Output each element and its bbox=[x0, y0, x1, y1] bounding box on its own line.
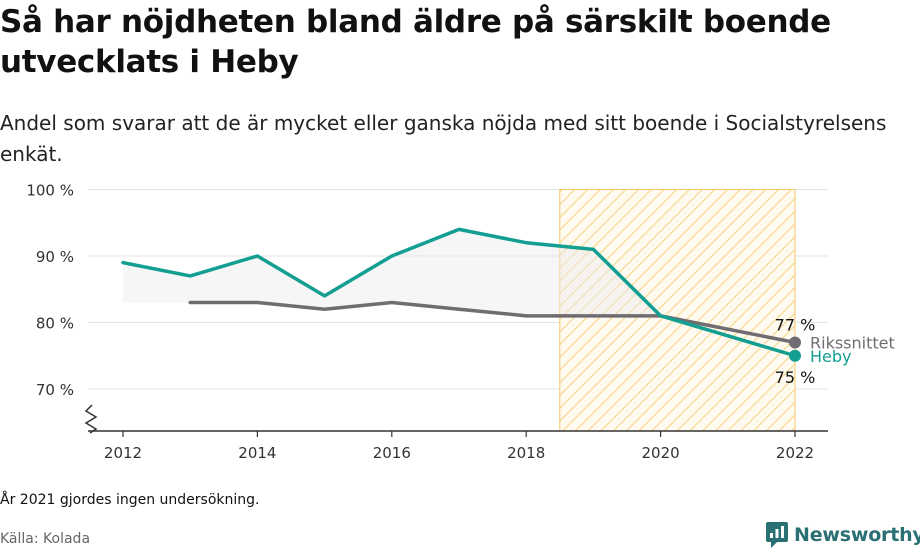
series-endpoint-heby bbox=[789, 349, 801, 362]
end-value-label: 77 % bbox=[775, 315, 816, 334]
x-tick-label: 2022 bbox=[776, 444, 814, 462]
chart-subtitle: Andel som svarar att de är mycket eller … bbox=[0, 111, 887, 166]
footnote: År 2021 gjordes ingen undersökning. bbox=[0, 492, 260, 508]
end-value-label: 75 % bbox=[775, 368, 816, 387]
newsworthy-brand[interactable]: Newsworthy bbox=[765, 520, 920, 550]
y-tick-label: 90 % bbox=[36, 248, 74, 266]
chart-title: Så har nöjdheten bland äldre på särskilt… bbox=[0, 4, 831, 80]
x-tick-label: 2016 bbox=[373, 444, 411, 462]
difference-band bbox=[123, 229, 661, 316]
x-tick-label: 2012 bbox=[104, 444, 142, 462]
x-tick-label: 2020 bbox=[642, 444, 680, 462]
series-name-label: Heby bbox=[810, 347, 852, 366]
source-note: Källa: Kolada bbox=[0, 531, 91, 547]
series-endpoint-rikssnittet bbox=[789, 336, 801, 349]
brand-name: Newsworthy bbox=[794, 524, 920, 546]
y-tick-label: 80 % bbox=[36, 315, 74, 333]
axis-break-icon bbox=[84, 404, 98, 434]
x-tick-label: 2014 bbox=[238, 444, 276, 462]
series-line-rikssnittet bbox=[188, 300, 797, 345]
line-chart: 70 % 80 % 90 % 100 % 2012 2014 2016 2018 2020 20… bbox=[26, 182, 895, 463]
y-tick-label: 70 % bbox=[36, 381, 74, 399]
highlight-range bbox=[559, 189, 796, 432]
y-tick-label: 100 % bbox=[26, 182, 74, 200]
series-line-heby bbox=[121, 227, 797, 358]
x-tick-label: 2018 bbox=[507, 444, 545, 462]
series-name-label: Rikssnittet bbox=[810, 333, 895, 352]
newsworthy-logo-icon bbox=[766, 522, 788, 548]
